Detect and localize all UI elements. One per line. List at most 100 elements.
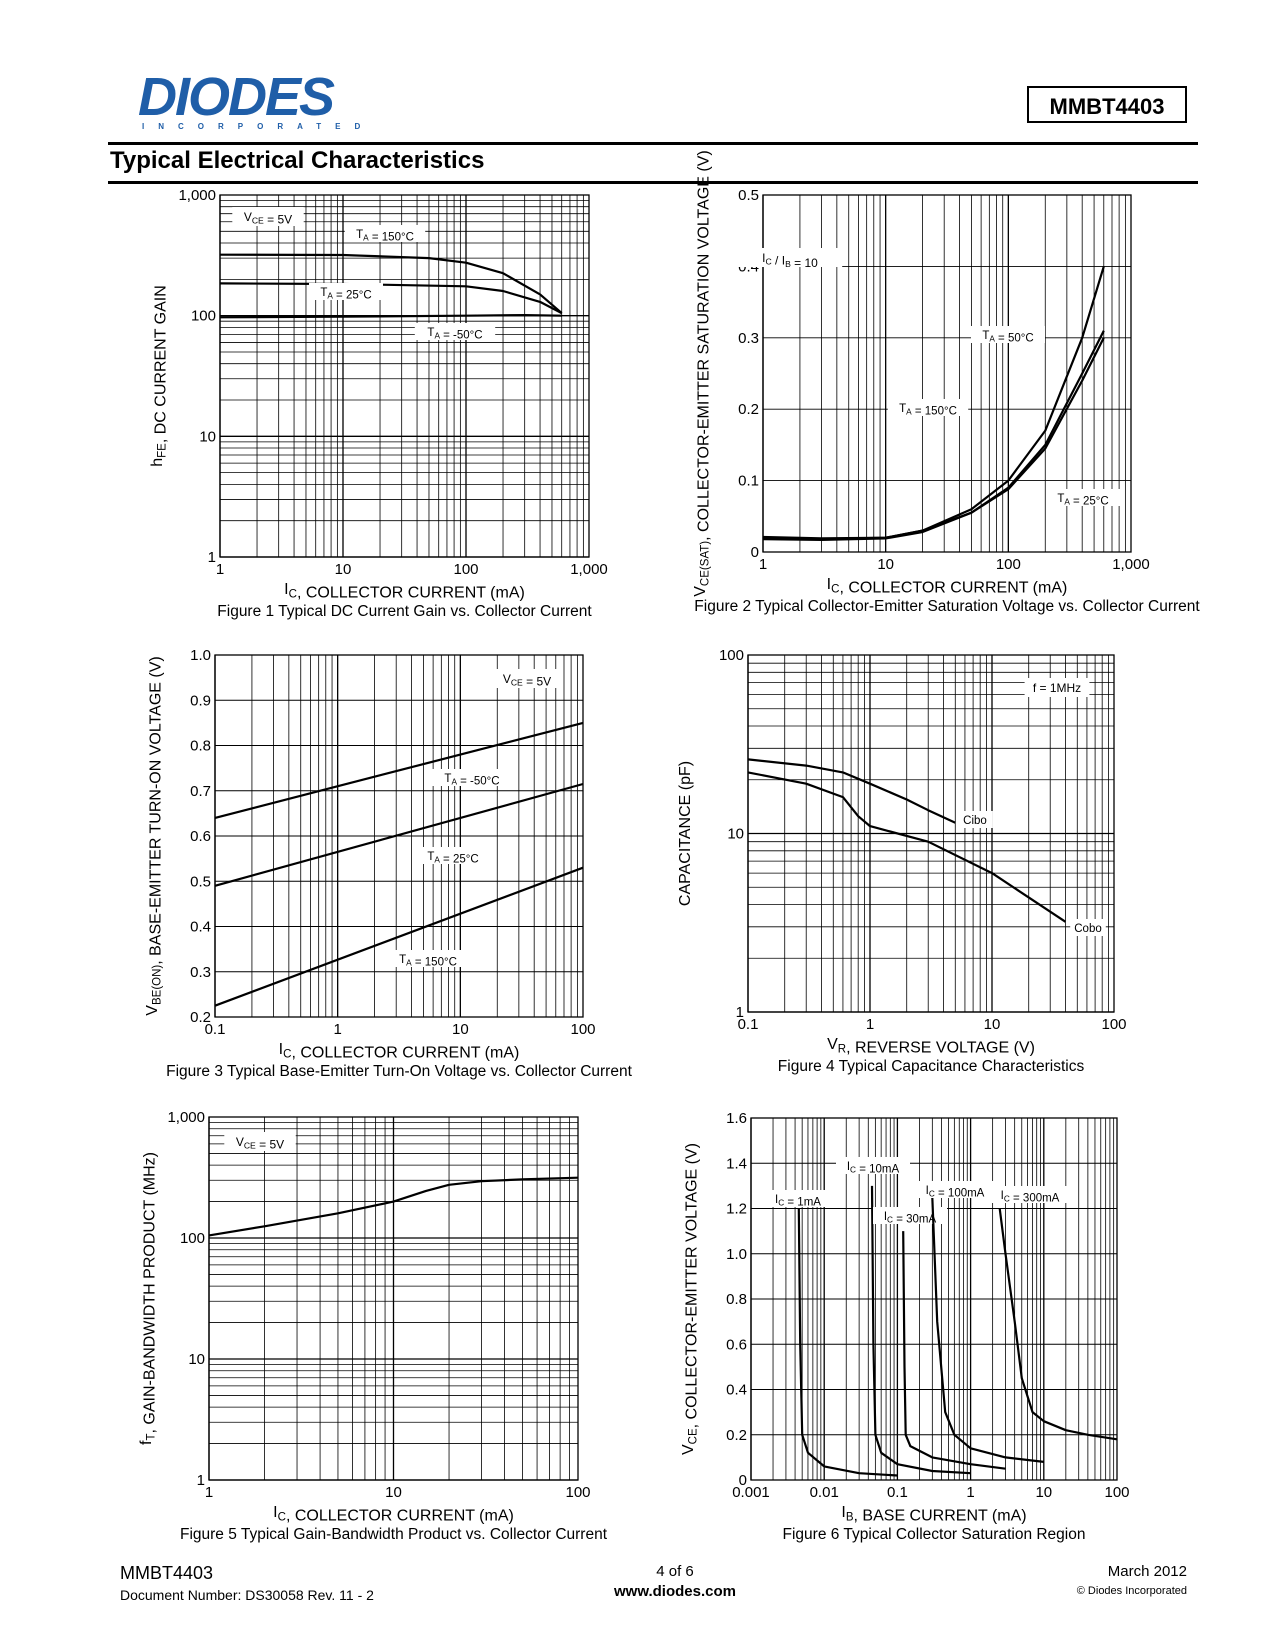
series-label: Cibo [963, 815, 987, 827]
x-axis-label: IC, COLLECTOR CURRENT (mA) [827, 576, 1068, 596]
series-label: TA = 150°C [399, 954, 457, 968]
x-tick-label: 100 [453, 561, 478, 578]
series-label: TA = -50°C [427, 327, 482, 341]
series-line [902, 1231, 1006, 1470]
plot-frame [219, 194, 590, 558]
y-tick-label: 0.3 [738, 330, 759, 347]
y-tick-label: 10 [727, 826, 744, 843]
y-tick-label: 0.2 [190, 1009, 211, 1026]
y-axis-label: VCE, COLLECTOR-EMITTER VOLTAGE (V) [680, 1143, 700, 1455]
annotation-bg [491, 669, 563, 688]
figure-caption: Figure 6 Typical Collector Saturation Re… [783, 1526, 1086, 1543]
annotation-bg [232, 207, 304, 226]
chart-grid [219, 195, 589, 558]
y-tick-label: 1 [197, 1472, 205, 1489]
x-tick-label: 0.1 [205, 1021, 226, 1038]
series-label: TA = 50°C [982, 330, 1033, 344]
y-tick-label: 1.2 [726, 1201, 747, 1218]
series-label: IC = 30mA [884, 1211, 937, 1225]
series-label: TA = 25°C [1057, 493, 1108, 507]
annotation-bg [737, 248, 843, 267]
series-label-bg [971, 326, 1045, 343]
series-line [219, 253, 563, 314]
series-line [998, 1208, 1118, 1441]
footer-date: March 2012 [1107, 1563, 1187, 1580]
y-tick-label: 0.1 [738, 473, 759, 490]
x-axis-label: IB, BASE CURRENT (mA) [841, 1504, 1026, 1524]
x-tick-label: 100 [1101, 1016, 1126, 1033]
y-tick-label: 1.6 [726, 1110, 747, 1127]
y-tick-label: 10 [199, 428, 216, 445]
series-label: IC = 1mA [775, 1194, 821, 1208]
series-label-bg [1046, 489, 1120, 506]
chart-annotation: IC / IB = 10 [762, 251, 818, 270]
header-rule [108, 142, 1198, 145]
series-line [870, 1185, 971, 1475]
y-tick-label: 10 [188, 1351, 205, 1368]
y-axis-label: hFE, DC CURRENT GAIN [149, 285, 169, 467]
x-axis-label: VR, REVERSE VOLTAGE (V) [827, 1036, 1035, 1056]
series-label-bg [989, 1186, 1071, 1203]
x-tick-label: 1 [216, 561, 224, 578]
series-label-bg [431, 769, 513, 786]
series-label-bg [873, 1207, 947, 1224]
series-line [214, 782, 584, 887]
plot-frame [762, 194, 1132, 553]
series-line [219, 314, 562, 319]
y-tick-label: 0.4 [190, 919, 211, 936]
y-tick-label: 100 [719, 647, 744, 664]
chart-grid [750, 1117, 1117, 1481]
figure-caption: Figure 4 Typical Capacitance Characteris… [778, 1058, 1085, 1075]
x-tick-label: 0.001 [732, 1484, 770, 1501]
x-tick-label: 0.1 [738, 1016, 759, 1033]
series-label: Cobo [1074, 923, 1102, 935]
series-line [797, 1208, 898, 1477]
x-tick-label: 10 [984, 1016, 1001, 1033]
series-line [214, 721, 584, 819]
series-label-bg [387, 950, 469, 967]
series-line [931, 1197, 1044, 1463]
plot-frame [214, 654, 584, 1018]
part-number-box: MMBT4403 [1027, 86, 1187, 123]
series-label-bg [1070, 919, 1106, 936]
series-label: IC = 10mA [847, 1161, 900, 1175]
logo-text: DIODES [138, 67, 335, 127]
x-tick-label: 1 [966, 1484, 974, 1501]
series-line [747, 771, 1067, 923]
y-tick-label: 0.2 [726, 1427, 747, 1444]
y-tick-label: 1,000 [178, 187, 216, 204]
x-tick-label: 100 [565, 1484, 590, 1501]
y-tick-label: 0 [739, 1472, 747, 1489]
figure-caption: Figure 5 Typical Gain-Bandwidth Product … [180, 1526, 608, 1543]
section-title: Typical Electrical Characteristics [110, 147, 485, 174]
chart-1: 1 10 100 1,000 1 10 100 1,000 IC, COLLECTOR CURR… [149, 187, 608, 620]
y-tick-label: 0.2 [738, 401, 759, 418]
y-tick-label: 0.8 [726, 1291, 747, 1308]
series-label-bg [957, 811, 993, 828]
y-tick-label: 1 [736, 1004, 744, 1021]
x-tick-label: 100 [1104, 1484, 1129, 1501]
logo-subtext: INCORPORATED [142, 122, 375, 131]
y-tick-label: 0.4 [726, 1382, 747, 1399]
x-tick-label: 10 [452, 1021, 469, 1038]
chart-grid [747, 655, 1114, 1013]
y-tick-label: 0.8 [190, 738, 211, 755]
y-tick-label: 100 [191, 308, 216, 325]
footer-url[interactable]: www.diodes.com [614, 1583, 736, 1600]
series-label-bg [414, 323, 496, 340]
y-tick-label: 100 [180, 1230, 205, 1247]
y-tick-label: 0.6 [726, 1336, 747, 1353]
footer-page: 4 of 6 [656, 1563, 694, 1580]
figure-caption: Figure 3 Typical Base-Emitter Turn-On Vo… [166, 1063, 632, 1080]
series-label-bg [764, 1190, 832, 1207]
x-tick-label: 1 [866, 1016, 874, 1033]
x-tick-label: 10 [877, 556, 894, 573]
series-label: TA = 150°C [899, 403, 957, 417]
y-tick-label: 1,000 [167, 1109, 205, 1126]
x-axis-label: IC, COLLECTOR CURRENT (mA) [273, 1504, 514, 1524]
annotation-bg [224, 1132, 296, 1151]
y-tick-label: 1.0 [190, 647, 211, 664]
y-tick-label: 0.7 [190, 783, 211, 800]
